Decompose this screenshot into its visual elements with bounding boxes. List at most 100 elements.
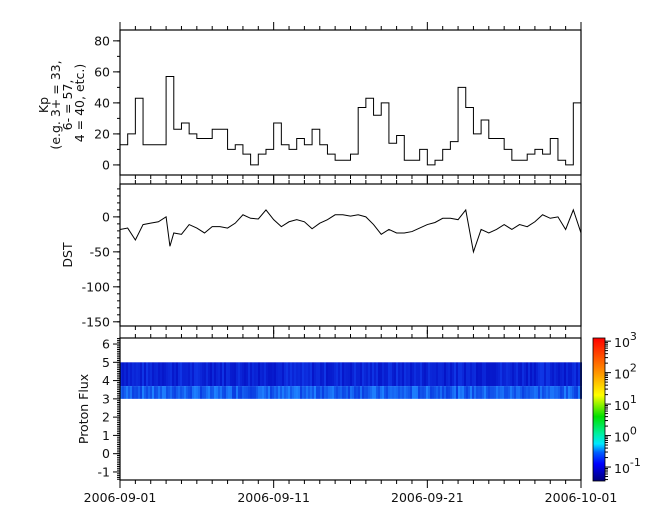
heatmap-cell	[392, 386, 394, 399]
heatmap-cell	[242, 362, 244, 387]
heatmap-cell	[576, 386, 578, 399]
dst-axis-ticks: 0 -50 -100 -150	[82, 176, 582, 334]
heatmap-cell	[538, 386, 540, 399]
heatmap-cell	[126, 386, 128, 399]
heatmap-cell	[524, 386, 526, 399]
heatmap-cell	[258, 362, 260, 387]
heatmap-cell	[278, 362, 280, 387]
heatmap-cell	[174, 362, 176, 387]
heatmap-cell	[218, 362, 220, 387]
heatmap-cell	[126, 362, 128, 387]
heatmap-cell	[430, 362, 432, 387]
heatmap-cell	[544, 386, 546, 399]
heatmap-cell	[350, 362, 352, 387]
heatmap-cell	[260, 362, 262, 387]
heatmap-cell	[484, 362, 486, 387]
heatmap-cell	[346, 386, 348, 399]
heatmap-cell	[192, 362, 194, 387]
heatmap-cell	[532, 386, 534, 399]
heatmap-cell	[498, 386, 500, 399]
heatmap-cell	[448, 362, 450, 387]
heatmap-cell	[436, 362, 438, 387]
heatmap-cell	[238, 362, 240, 387]
heatmap-cell	[508, 386, 510, 399]
colorbar-tick-base: 10	[614, 461, 630, 476]
heatmap-cell	[196, 386, 198, 399]
heatmap-cell	[488, 362, 490, 387]
heatmap-cell	[574, 362, 576, 387]
heatmap-cell	[432, 362, 434, 387]
heatmap-cell	[170, 386, 172, 399]
proton-flux-y-tick-label: -1	[98, 464, 110, 479]
heatmap-cell	[560, 386, 562, 399]
heatmap-cell	[446, 386, 448, 399]
kp-y-tick-label: 0	[102, 157, 110, 172]
heatmap-cell	[158, 386, 160, 399]
heatmap-cell	[252, 362, 254, 387]
heatmap-cell	[278, 386, 280, 399]
heatmap-cell	[160, 386, 162, 399]
heatmap-cell	[374, 386, 376, 399]
heatmap-cell	[358, 362, 360, 387]
heatmap-cell	[488, 386, 490, 399]
heatmap-cell	[364, 362, 366, 387]
heatmap-cell	[446, 362, 448, 387]
heatmap-cell	[142, 362, 144, 387]
heatmap-cell	[436, 386, 438, 399]
heatmap-cell	[312, 362, 314, 387]
heatmap-cell	[276, 386, 278, 399]
heatmap-cell	[284, 362, 286, 387]
heatmap-cell	[288, 362, 290, 387]
dst-y-tick-label: -150	[82, 314, 110, 329]
heatmap-cell	[344, 362, 346, 387]
heatmap-cell	[352, 386, 354, 399]
heatmap-cell	[382, 386, 384, 399]
heatmap-cell	[122, 386, 124, 399]
heatmap-cell	[292, 362, 294, 387]
heatmap-cell	[484, 386, 486, 399]
heatmap-cell	[426, 386, 428, 399]
heatmap-cell	[356, 386, 358, 399]
heatmap-cell	[470, 386, 472, 399]
heatmap-cell	[178, 362, 180, 387]
heatmap-cell	[554, 362, 556, 387]
heatmap-cell	[152, 386, 154, 399]
heatmap-cell	[444, 386, 446, 399]
heatmap-cell	[318, 386, 320, 399]
heatmap-cell	[254, 362, 256, 387]
kp-ylabel-line-3: 6- = 57,	[60, 80, 75, 131]
heatmap-cell	[148, 362, 150, 387]
heatmap-cell	[304, 362, 306, 387]
heatmap-cell	[272, 386, 274, 399]
colorbar-tick-base: 10	[614, 367, 630, 382]
heatmap-cell	[188, 362, 190, 387]
heatmap-cell	[130, 386, 132, 399]
heatmap-cell	[208, 362, 210, 387]
heatmap-cell	[172, 362, 174, 387]
heatmap-cell	[310, 386, 312, 399]
heatmap-cell	[234, 362, 236, 387]
heatmap-cell	[218, 386, 220, 399]
heatmap-cell	[236, 362, 238, 387]
heatmap-cell	[516, 386, 518, 399]
kp-y-tick-label: 80	[94, 33, 110, 48]
heatmap-cell	[190, 386, 192, 399]
heatmap-cell	[254, 386, 256, 399]
heatmap-cell	[402, 362, 404, 387]
heatmap-cell	[304, 386, 306, 399]
heatmap-cell	[504, 362, 506, 387]
heatmap-cell	[164, 362, 166, 387]
heatmap-cell	[198, 386, 200, 399]
heatmap-cell	[316, 362, 318, 387]
heatmap-cell	[162, 362, 164, 387]
heatmap-cell	[412, 362, 414, 387]
proton-flux-y-tick-label: 5	[102, 355, 110, 370]
proton-flux-axis-ticks: 6 5 4 3 2 1 0 -1	[98, 330, 582, 488]
heatmap-cell	[280, 386, 282, 399]
heatmap-cell	[256, 362, 258, 387]
heatmap-cell	[136, 386, 138, 399]
heatmap-cell	[528, 362, 530, 387]
heatmap-cell	[502, 362, 504, 387]
heatmap-cell	[428, 386, 430, 399]
heatmap-cell	[214, 362, 216, 387]
